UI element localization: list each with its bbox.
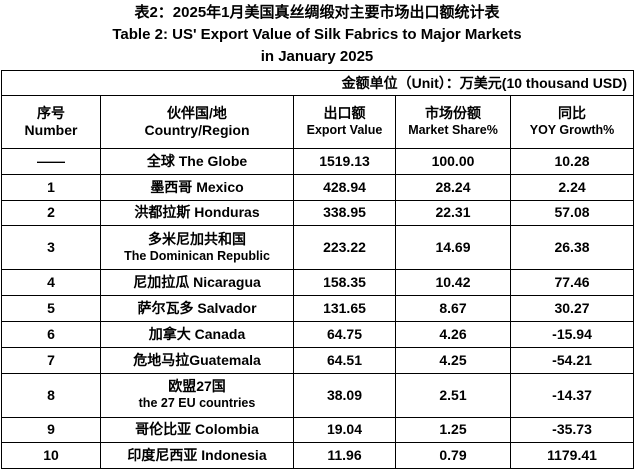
table-cell: 3	[1, 225, 101, 271]
header-text: 序号	[37, 105, 65, 121]
header-cell: 市场份额 Market Share%	[395, 95, 511, 149]
table-cell: 64.75	[293, 320, 396, 348]
header-cell: 同比 YOY Growth%	[509, 95, 634, 149]
table-cell: 19.04	[293, 416, 396, 444]
table-row: 3 多米尼加共和国 The Dominican Republic 223.22 14.6…	[1, 225, 634, 271]
title-line: in January 2025	[260, 48, 374, 65]
header-text: Country/Region	[144, 122, 250, 138]
table-cell: 158.35	[293, 269, 396, 297]
table-cell: 7	[1, 346, 101, 374]
table-cell: 印度尼西亚 Indonesia	[100, 442, 294, 470]
table-cell: 萨尔瓦多 Salvador	[100, 295, 294, 322]
table-row: —— 全球 The Globe 1519.13 100.00 10.28	[1, 148, 634, 175]
header-text: 市场份额	[425, 105, 481, 121]
table-row: 2 洪都拉斯 Honduras 338.95 22.31 57.08	[1, 199, 634, 227]
table-cell: 28.24	[395, 173, 511, 201]
table-cell: 57.08	[509, 199, 634, 227]
table-cell: 0.79	[395, 442, 511, 470]
header-text: YOY Growth%	[529, 123, 615, 137]
table-cell: 26.38	[509, 225, 634, 271]
table-cell: 2.24	[509, 173, 634, 201]
table-row: 7 危地马拉Guatemala 64.51 4.25 -54.21	[1, 346, 634, 374]
table-cell: ——	[1, 148, 101, 175]
title-block: 表2：2025年1月美国真丝绸缎对主要市场出口额统计表 Table 2: US'…	[0, 0, 634, 70]
table-cell: 2	[1, 199, 101, 227]
table-cell: 哥伦比亚 Colombia	[100, 416, 294, 444]
header-text: 伙伴国/地	[167, 105, 227, 121]
table-cell: 10	[1, 442, 101, 470]
table-cell: 墨西哥 Mexico	[100, 173, 294, 201]
table-row: 6 加拿大 Canada 64.75 4.26 -15.94	[1, 320, 634, 348]
table-cell: -54.21	[509, 346, 634, 374]
table-cell: 338.95	[293, 199, 396, 227]
table-cell: 4	[1, 269, 101, 297]
unit: 金额单位（Unit）：万美元(10 thousand USD)	[0, 70, 634, 96]
table-row: 8 欧盟27国 the 27 EU countries 38.09 2.51 -14.37	[1, 372, 634, 418]
table-row: 4 尼加拉瓜 Nicaragua 158.35 10.42 77.46	[1, 269, 634, 297]
table-cell: 1519.13	[293, 148, 396, 175]
table-cell: 223.22	[293, 225, 396, 271]
table-cell: 428.94	[293, 173, 396, 201]
header-cell: 伙伴国/地 Country/Region	[100, 95, 294, 149]
table-cell: 尼加拉瓜 Nicaragua	[100, 269, 294, 297]
data-table: 金额单位（Unit）：万美元(10 thousand USD) 序号 Number…	[0, 70, 634, 470]
table-body: 金额单位（Unit）：万美元(10 thousand USD) 序号 Number…	[0, 70, 634, 470]
table-cell: 11.96	[293, 442, 396, 470]
table-cell: 2.51	[395, 372, 511, 418]
table-cell: 14.69	[395, 225, 511, 271]
table-cell: 8.67	[395, 295, 511, 322]
table-cell: 1.25	[395, 416, 511, 444]
table-cell: 全球 The Globe	[100, 148, 294, 175]
header-text: 同比	[558, 105, 587, 121]
table-cell: 30.27	[509, 295, 634, 322]
table-cell: -15.94	[509, 320, 634, 348]
table-cell: 64.51	[293, 346, 396, 374]
table-row: 10 印度尼西亚 Indonesia 11.96 0.79 1179.41	[1, 442, 634, 470]
cell-text: The Dominican Republic	[124, 248, 270, 263]
table-cell: -14.37	[509, 372, 634, 418]
table-cell: -35.73	[509, 416, 634, 444]
table-cell: 100.00	[395, 148, 511, 175]
header-cell: 序号 Number	[1, 95, 101, 149]
table-cell: 10.28	[509, 148, 634, 175]
table-cell: 加拿大 Canada	[100, 320, 294, 348]
table-cell: 洪都拉斯 Honduras	[100, 199, 294, 227]
table-cell: 1	[1, 173, 101, 201]
title-line: 表2：2025年1月美国真丝绸缎对主要市场出口额统计表	[134, 4, 500, 21]
table-cell: 危地马拉Guatemala	[100, 346, 294, 374]
table-cell: 1179.41	[509, 442, 634, 470]
table-row: 5 萨尔瓦多 Salvador 131.65 8.67 30.27	[1, 295, 634, 322]
table-cell: 131.65	[293, 295, 396, 322]
table-row: 9 哥伦比亚 Colombia 19.04 1.25 -35.73	[1, 416, 634, 444]
table-cell: 欧盟27国 the 27 EU countries	[100, 372, 294, 418]
table-cell: 9	[1, 416, 101, 444]
table-cell: 22.31	[395, 199, 511, 227]
table-cell: 38.09	[293, 372, 396, 418]
header-text: 出口额	[323, 105, 366, 121]
table-cell: 77.46	[509, 269, 634, 297]
cell-text: 欧盟27国	[168, 378, 226, 395]
header-row: 序号 Number 伙伴国/地 Country/Region 出口额 Export Val…	[1, 95, 634, 149]
cell-text: 多米尼加共和国	[148, 230, 246, 247]
table-cell: 4.26	[395, 320, 511, 348]
header-text: Export Value	[306, 123, 383, 137]
table-cell: 多米尼加共和国 The Dominican Republic	[100, 225, 294, 271]
cell-text: the 27 EU countries	[138, 396, 256, 411]
table-cell: 6	[1, 320, 101, 348]
header-cell: 出口额 Export Value	[293, 95, 396, 149]
header-text: Number	[24, 122, 78, 138]
table-cell: 8	[1, 372, 101, 418]
header-text: Market Share%	[408, 123, 498, 137]
table-cell: 5	[1, 295, 101, 322]
unit-row: 金额单位（Unit）：万美元(10 thousand USD)	[0, 70, 634, 96]
table-cell: 10.42	[395, 269, 511, 297]
table-cell: 4.25	[395, 346, 511, 374]
title-line: Table 2: US' Export Value of Silk Fabric…	[112, 26, 522, 43]
table-row: 1 墨西哥 Mexico 428.94 28.24 2.24	[1, 173, 634, 201]
